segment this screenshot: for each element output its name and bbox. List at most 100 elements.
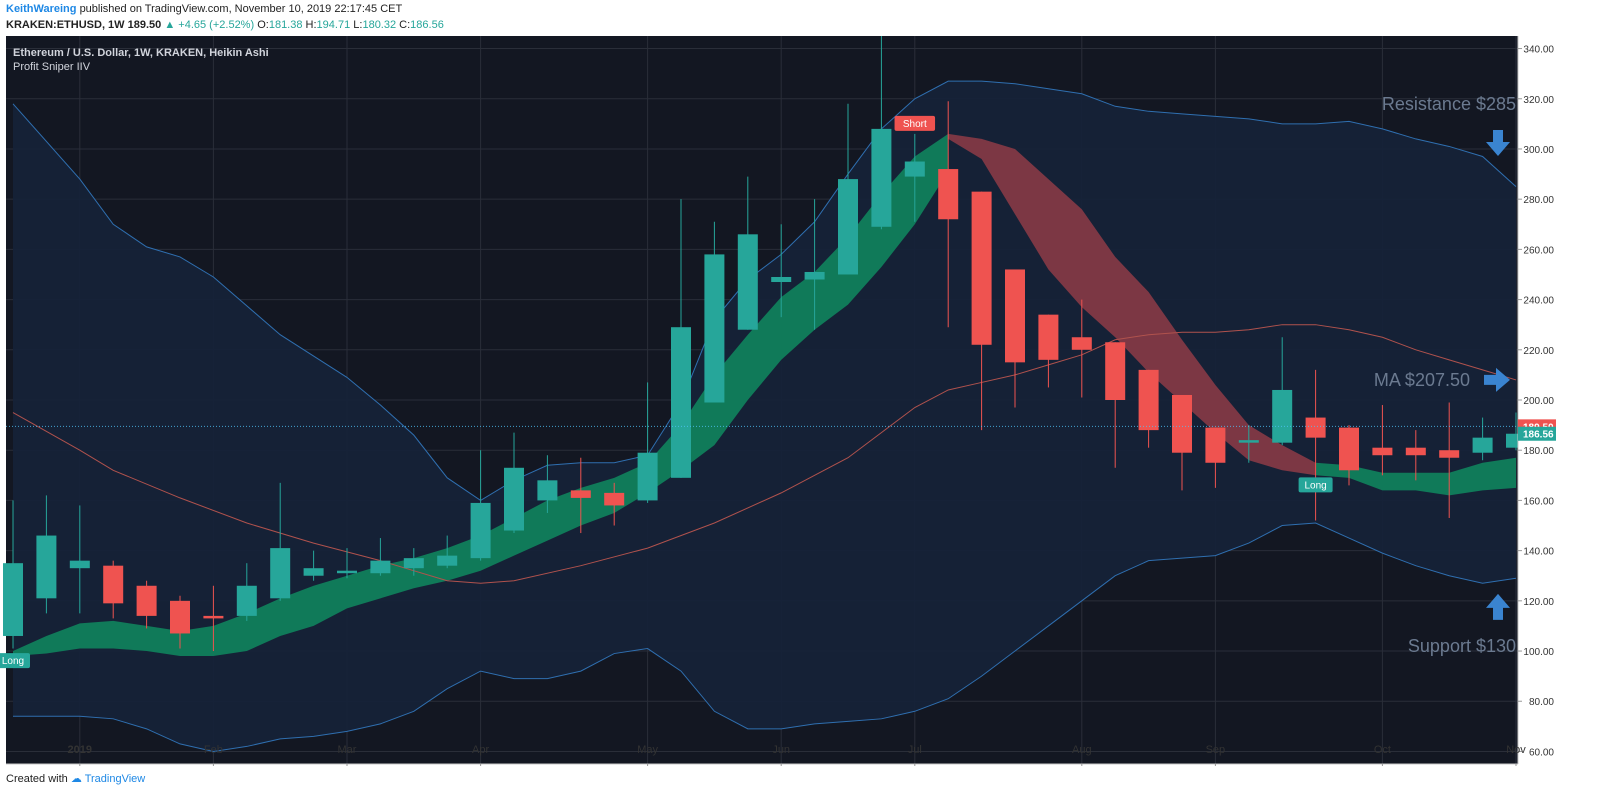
candle-body	[1105, 342, 1126, 400]
price-tick-label: 240.00	[1523, 296, 1554, 307]
candle-body	[671, 327, 691, 478]
tradingview-logo-icon[interactable]: ☁	[70, 773, 82, 785]
symbol-label: KRAKEN:ETHUSD, 1W	[6, 19, 125, 31]
candle-body	[971, 191, 992, 345]
candle-body	[904, 161, 925, 177]
time-axis[interactable]	[6, 763, 1518, 766]
price-tick-label: 80.00	[1529, 697, 1554, 708]
candle-body	[437, 555, 458, 566]
candle-body	[403, 558, 424, 569]
high-label: H:	[305, 19, 317, 31]
candle-body	[871, 128, 892, 227]
candle-body	[170, 600, 190, 634]
publish-text: published on TradingView.com, November 1…	[79, 3, 403, 15]
signal-badge	[894, 115, 936, 131]
candle-body	[1138, 369, 1159, 431]
candle-body	[838, 179, 858, 275]
price-tick-label: 120.00	[1523, 597, 1554, 608]
candle-body	[69, 560, 90, 569]
time-axis-labels: 2019 Feb Mar Apr May Jun Jul Aug Sep Oct Nov	[0, 744, 1526, 760]
candle-body	[470, 502, 491, 559]
candle-body	[1071, 337, 1092, 350]
candle-body	[938, 169, 959, 220]
moving-average-line	[12, 324, 1517, 584]
candle-body	[1372, 447, 1393, 456]
time-tick-label: Jul	[907, 744, 922, 756]
candle-body	[704, 254, 725, 403]
candle-body	[1005, 269, 1025, 363]
author-link[interactable]: KeithWareing	[6, 3, 77, 15]
indicator-name: Profit Sniper IIV	[13, 61, 91, 73]
time-tick-label: Feb	[203, 744, 223, 756]
candle-body	[537, 480, 558, 501]
candle-body	[1172, 394, 1192, 453]
candle-body	[203, 615, 224, 619]
signal-badge	[1298, 477, 1333, 493]
price-axis-background	[1518, 36, 1600, 764]
signal-badge	[0, 653, 30, 669]
time-tick-label: May	[637, 744, 658, 756]
close-label: C:	[399, 19, 411, 31]
time-tick-label: Jun	[772, 744, 791, 756]
price-chart[interactable]: Short Long Long Resistance $285 MA $207.50 S…	[0, 36, 1600, 766]
time-tick-label: Apr	[472, 744, 490, 756]
candle-body	[1339, 427, 1359, 471]
footer: Created with ☁ TradingView	[6, 772, 145, 785]
low-label: L:	[353, 19, 363, 31]
open-value: 181.38	[268, 19, 303, 31]
price-tick-label: 140.00	[1523, 547, 1554, 558]
price-tick-label: 60.00	[1529, 747, 1554, 758]
time-tick-label: Aug	[1072, 744, 1092, 756]
price-tick-label: 220.00	[1523, 346, 1554, 357]
price-tick-label: 260.00	[1523, 245, 1554, 256]
candle-body	[604, 492, 625, 506]
signal-label: Long	[2, 656, 24, 667]
price-tick-label: 100.00	[1523, 647, 1554, 658]
candle-body	[3, 563, 23, 636]
time-tick-label: Sep	[1205, 744, 1226, 756]
signals: Short Long Long	[0, 115, 1333, 669]
candle-body	[236, 585, 257, 616]
candle-body	[1305, 417, 1326, 438]
candle-body	[570, 490, 591, 498]
signal-label: Short	[903, 119, 927, 130]
annotations: Resistance $285 MA $207.50 Support $130	[1374, 94, 1516, 656]
candle-body	[1439, 450, 1460, 458]
change-arrow-icon: ▲	[164, 19, 176, 31]
candle-body	[637, 452, 658, 501]
tradingview-link[interactable]: TradingView	[84, 773, 146, 785]
arrow-up-icon	[1486, 593, 1510, 620]
price-tick-label: 320.00	[1523, 95, 1554, 106]
candle-body	[337, 570, 357, 574]
close-value: 186.56	[410, 19, 444, 31]
change-value: +4.65 (+2.52%)	[178, 19, 255, 31]
candle-body	[270, 548, 291, 599]
created-with-text: Created with	[6, 773, 68, 785]
price-axis[interactable]: 60.00 80.00 100.00 120.00 140.00 160.00 180.00…	[1517, 36, 1600, 764]
arrow-right-icon	[1484, 367, 1510, 392]
candle-body	[36, 535, 57, 599]
bearish-band	[948, 133, 1316, 476]
candle-body	[1038, 314, 1059, 360]
annotation-text: Support $130	[1408, 636, 1516, 656]
close-price-tag	[1518, 426, 1556, 441]
signal-label: Long	[1304, 480, 1326, 491]
price-tick-label: 200.00	[1523, 396, 1554, 407]
price-value: 189.50	[127, 19, 162, 31]
candle-body	[1238, 440, 1259, 443]
candle-body	[737, 234, 758, 330]
lower-band-line	[13, 522, 1517, 752]
candle-body	[1405, 447, 1426, 456]
time-tick-label: Oct	[1373, 744, 1391, 756]
candle-body	[804, 271, 825, 280]
time-axis-background	[6, 764, 1518, 766]
candle-body	[136, 585, 157, 616]
candle-body	[370, 560, 391, 574]
candle-body	[303, 568, 324, 576]
candle-body	[771, 276, 792, 283]
candle-body	[1272, 389, 1293, 443]
price-tick-label: 340.00	[1523, 45, 1554, 56]
annotation-text: MA $207.50	[1374, 370, 1470, 390]
price-tick-label: 280.00	[1523, 195, 1554, 206]
candle-body	[504, 467, 524, 531]
